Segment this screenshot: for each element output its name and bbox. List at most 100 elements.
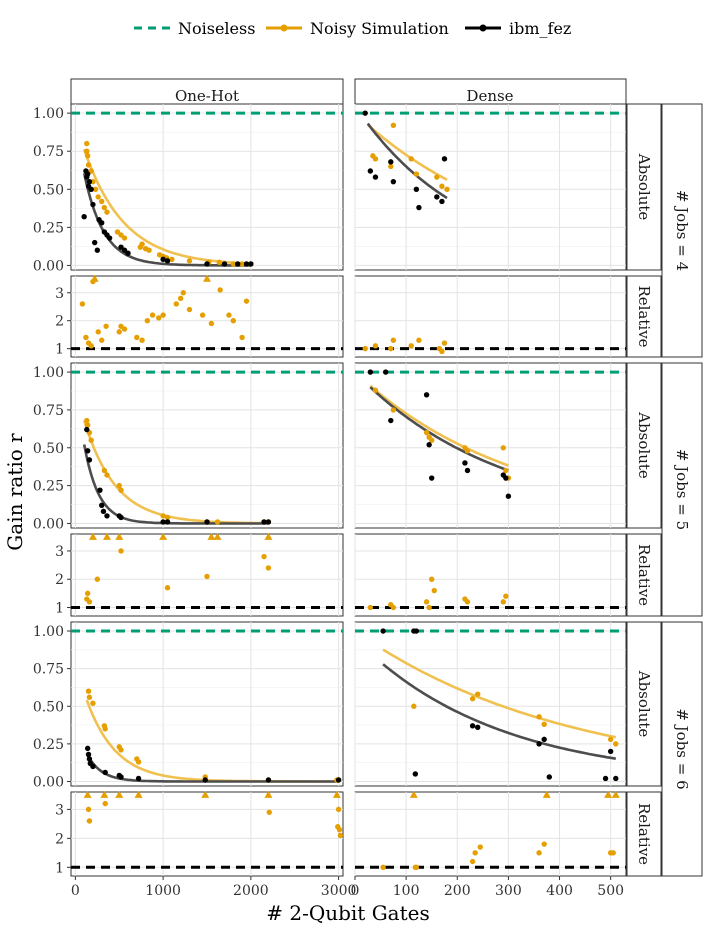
legend-noisy-label: Noisy Simulation — [310, 19, 449, 38]
point-ibm-abs — [464, 467, 471, 474]
point-ibm-abs — [164, 258, 171, 264]
point-ibm-abs — [362, 110, 368, 116]
point-noisy-abs — [390, 122, 397, 129]
x-tick-label: 3000 — [321, 883, 357, 899]
point-noisy-abs — [90, 700, 96, 706]
point-ibm-abs — [505, 493, 512, 499]
panel-rel-jobs6-dense — [354, 791, 627, 877]
point-noisy-abs — [541, 721, 547, 728]
panel-rel-jobs5-dense — [354, 533, 627, 617]
point-ibm-abs — [462, 460, 468, 466]
point-ibm-abs — [380, 628, 386, 634]
strip-jobs-label: # Jobs = 4 — [673, 190, 691, 271]
panel-abs-jobs4-dense — [354, 103, 627, 271]
point-ibm-abs — [106, 235, 113, 241]
point-noisy-rel-clipped — [409, 790, 418, 798]
strip-metric-label: Relative — [635, 285, 653, 347]
y-tick-label: 3 — [55, 544, 64, 560]
legend: Noiseless Noisy Simulation ibm_fez — [134, 19, 571, 38]
point-ibm-abs — [261, 519, 267, 525]
point-noisy-abs — [95, 194, 101, 200]
point-noisy-rel — [79, 301, 86, 307]
point-ibm-abs — [475, 724, 481, 731]
point-noisy-rel — [388, 345, 394, 352]
strip-jobs-label: # Jobs = 6 — [673, 708, 691, 789]
point-noisy-rel — [610, 850, 616, 856]
point-noisy-abs — [135, 759, 142, 765]
point-noisy-rel-clipped — [88, 532, 97, 540]
point-noisy-rel-clipped — [83, 790, 92, 798]
point-ibm-abs — [388, 159, 394, 165]
point-ibm-abs — [99, 220, 105, 226]
point-ibm-abs — [160, 519, 166, 525]
point-noisy-abs — [104, 209, 110, 215]
point-noisy-rel — [426, 604, 432, 611]
point-ibm-abs — [94, 247, 101, 253]
y-tick-label: 1.00 — [33, 624, 64, 640]
point-ibm-abs — [546, 774, 553, 780]
point-noisy-rel-clipped — [201, 790, 210, 798]
x-tick-label: 300 — [495, 883, 522, 899]
point-noisy-rel — [84, 590, 91, 597]
panel-rel-jobs4-onehot — [70, 275, 344, 358]
x-tick-label: 400 — [546, 883, 573, 899]
point-ibm-abs — [372, 174, 379, 180]
point-noisy-abs — [230, 261, 237, 267]
point-noisy-abs — [169, 256, 175, 263]
point-ibm-abs — [202, 777, 208, 783]
y-axis-title: Gain ratio r — [3, 433, 27, 551]
point-noisy-rel — [116, 329, 122, 335]
point-noisy-rel — [337, 832, 344, 839]
panel-abs-jobs5-onehot — [70, 362, 344, 529]
point-noisy-abs — [469, 696, 476, 702]
point-noisy-rel — [86, 599, 93, 605]
point-noisy-abs — [500, 445, 506, 451]
point-noisy-rel — [390, 337, 397, 343]
point-noisy-rel — [103, 323, 109, 329]
point-noisy-abs — [102, 726, 108, 732]
point-noisy-abs — [186, 258, 193, 264]
strip-metric-abs — [626, 362, 662, 529]
point-noisy-rel — [541, 841, 547, 847]
point-noisy-abs — [408, 156, 414, 162]
point-ibm-abs — [441, 156, 448, 162]
point-noisy-abs — [390, 407, 397, 413]
y-tick-label: 2 — [55, 831, 64, 847]
legend-noiseless-label: Noiseless — [178, 19, 255, 38]
strip-jobs — [661, 103, 703, 358]
point-ibm-abs — [613, 775, 619, 782]
y-tick-label: 1 — [55, 860, 64, 876]
point-noisy-rel — [431, 587, 437, 594]
strip-jobs — [661, 621, 703, 877]
legend-ibm-label: ibm_fez — [509, 19, 571, 38]
point-ibm-abs — [118, 514, 124, 521]
point-noisy-rel — [180, 290, 187, 296]
point-ibm-abs — [503, 475, 509, 481]
point-noisy-rel — [134, 334, 140, 341]
strip-jobs-label: # Jobs = 5 — [673, 449, 691, 530]
point-noisy-rel — [266, 809, 272, 815]
point-noisy-rel — [367, 604, 374, 611]
point-ibm-abs — [164, 519, 171, 525]
point-noisy-abs — [411, 703, 417, 709]
strip-metric-abs — [626, 621, 662, 787]
point-ibm-abs — [90, 201, 96, 208]
point-noisy-abs — [372, 156, 379, 162]
point-ibm-abs — [88, 186, 94, 192]
y-tick-label: 0.00 — [33, 774, 64, 790]
point-noisy-rel — [204, 573, 210, 580]
y-tick-label: 1 — [55, 342, 64, 358]
point-noisy-rel — [428, 576, 435, 582]
y-tick-label: 0.50 — [33, 182, 64, 198]
point-ibm-abs — [204, 519, 210, 525]
point-ibm-abs — [86, 756, 93, 762]
strip-metric-label: Absolute — [635, 411, 653, 479]
point-noisy-rel — [441, 340, 448, 346]
point-noisy-abs — [428, 437, 435, 443]
point-ibm-abs — [102, 769, 108, 776]
point-noisy-rel-clipped — [115, 790, 124, 798]
point-noisy-rel-clipped — [134, 790, 143, 798]
point-ibm-abs — [428, 475, 435, 481]
point-noisy-rel — [336, 826, 343, 833]
strip-metric-label: Relative — [635, 544, 653, 606]
